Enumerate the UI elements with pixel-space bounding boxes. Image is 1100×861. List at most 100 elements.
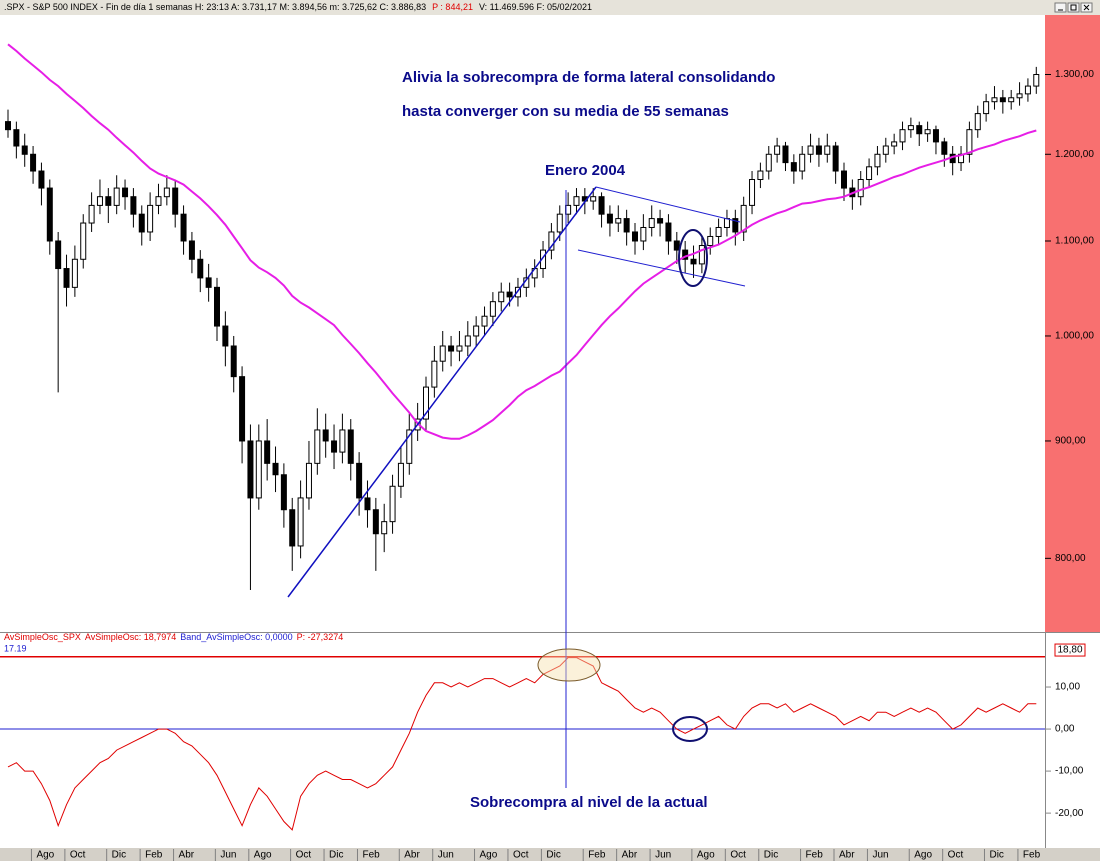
candle-body [506, 291, 513, 298]
candle-body [389, 485, 396, 523]
osc-header: AvSimpleOsc_SPX AvSimpleOsc: 18,7974 Band_… [4, 632, 343, 642]
candle-body [5, 121, 11, 131]
candle-body [489, 301, 496, 317]
candle-body [80, 222, 87, 260]
annotation: Alivia la sobrecompra de forma lateral c… [402, 69, 775, 86]
overlay: Alivia la sobrecompra de forma lateral c… [287, 69, 775, 811]
x-tick-label: Ago [36, 850, 54, 861]
x-tick-label: Abr [839, 850, 855, 861]
price-panel [0, 15, 1045, 632]
candle-body [548, 231, 555, 251]
candle-body [1033, 74, 1040, 87]
candle-body [882, 145, 889, 155]
price-axis-panel [1045, 15, 1100, 632]
candle-body [155, 196, 162, 206]
candle-body [916, 125, 923, 135]
osc-name: AvSimpleOsc_SPX [4, 632, 81, 642]
candle-body [540, 249, 547, 270]
candle-body [63, 268, 70, 288]
candle-body [774, 145, 781, 155]
candle-body [498, 291, 505, 303]
candle-body [974, 113, 981, 131]
y-tick-label: -10,00 [1055, 766, 1084, 777]
candle-body [740, 204, 747, 233]
header-p: P : 844,21 [432, 2, 473, 12]
candle-body [657, 218, 664, 224]
icon [1083, 4, 1090, 11]
candle-body [222, 325, 229, 347]
candle-body [172, 187, 179, 215]
candle-body [757, 170, 764, 181]
plot: 800,00 900,00 1.000,00 1.100,00 1.200,00 1.30… [0, 43, 1094, 861]
x-tick-label: Oct [948, 850, 964, 861]
candle-body [941, 141, 948, 155]
candle-body [841, 170, 847, 189]
candle-body [322, 429, 329, 442]
candle-body [665, 222, 672, 242]
candle-body [1024, 85, 1031, 95]
candle-body [397, 462, 404, 487]
candle-body [105, 196, 112, 206]
candle-body [439, 345, 446, 362]
x-tick-label: Dic [329, 850, 343, 861]
candle-body [406, 429, 413, 464]
candle-body [623, 218, 630, 233]
maximize-button[interactable] [1067, 2, 1080, 13]
candle-body [874, 153, 881, 168]
candle-body [130, 196, 137, 215]
candle-body [113, 187, 120, 206]
candle-body [372, 509, 379, 535]
minimize-button[interactable] [1054, 2, 1067, 13]
y-tick-label: 0,00 [1055, 724, 1075, 735]
x-tick-label: Feb [1023, 850, 1041, 861]
x-tick-label: Feb [145, 850, 163, 861]
candle-body [899, 129, 906, 143]
candle-body [715, 226, 722, 237]
osc-value: AvSimpleOsc: 18,7974 [85, 632, 176, 642]
candle-body [138, 213, 145, 233]
candle-body [347, 429, 354, 464]
candle-body [924, 129, 931, 135]
last-value-label: 18,80 [1057, 645, 1082, 656]
x-tick-label: Abr [622, 850, 638, 861]
candle-body [1008, 97, 1015, 103]
candle-body [749, 179, 756, 206]
y-tick-label: 1.100,00 [1055, 236, 1094, 247]
x-tick-label: Dic [764, 850, 778, 861]
candle-body [799, 153, 806, 172]
candle-body [615, 218, 622, 224]
candle-body [673, 240, 680, 251]
candle-body [239, 376, 246, 442]
candle-body [356, 462, 363, 499]
title-bar [0, 0, 1100, 15]
candle-body [272, 462, 279, 476]
x-tick-label: Jun [655, 850, 671, 861]
icon [1070, 4, 1077, 11]
x-tick-label: Ago [254, 850, 272, 861]
candle-body [381, 521, 388, 535]
candle-body [264, 440, 271, 464]
x-tick-label: Jun [438, 850, 454, 861]
candle-body [456, 345, 463, 352]
annotation: Enero 2004 [545, 162, 626, 179]
candle-body [297, 497, 304, 547]
trend-line [287, 186, 597, 598]
window-buttons[interactable] [1054, 2, 1093, 13]
osc-p: P: -27,3274 [297, 632, 344, 642]
candle-body [907, 125, 914, 131]
candle-body [640, 226, 647, 242]
candle-body [448, 345, 455, 352]
candle-body [723, 218, 730, 228]
candle-body [732, 218, 739, 233]
x-tick-label: Dic [546, 850, 560, 861]
candle-body [247, 440, 254, 499]
candle-body [30, 153, 37, 172]
x-tick-label: Jun [872, 850, 888, 861]
candle-body [88, 204, 95, 224]
candle-body [255, 440, 262, 499]
reference-label: 17.19 [4, 643, 27, 653]
candle-body [824, 145, 831, 155]
candle-body [431, 360, 438, 388]
x-tick-label: Ago [697, 850, 715, 861]
